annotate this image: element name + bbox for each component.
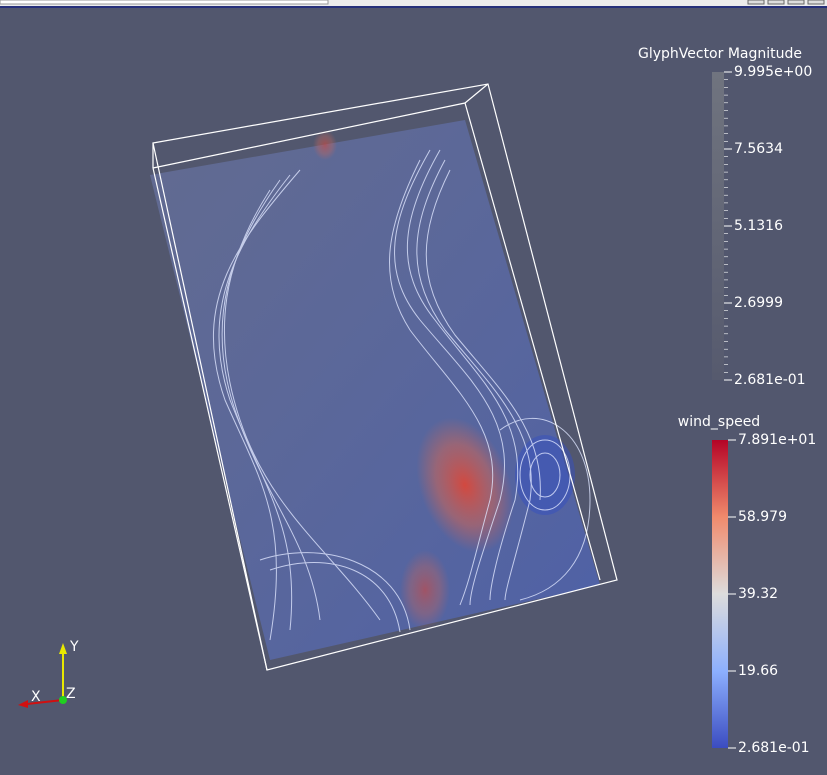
window-button[interactable] — [767, 0, 785, 5]
axis-label: X — [31, 689, 41, 705]
legend-title: GlyphVector Magnitude — [638, 46, 802, 62]
input-box[interactable] — [0, 0, 329, 5]
legend-label: 9.995e+00 — [734, 64, 812, 80]
legend-label: 39.32 — [738, 586, 778, 602]
axis-label: Y — [69, 639, 79, 655]
window-button[interactable] — [807, 0, 825, 5]
window-button[interactable] — [747, 0, 765, 5]
legend-label: 19.66 — [738, 663, 778, 679]
axis-label: Z — [66, 686, 76, 702]
legend-label: 7.5634 — [734, 141, 783, 157]
legend-title: wind_speed — [678, 414, 760, 430]
legend-label: 2.681e-01 — [734, 372, 806, 388]
legend-label: 5.1316 — [734, 218, 783, 234]
color-bar — [712, 440, 728, 748]
window-button[interactable] — [787, 0, 805, 5]
color-bar — [712, 72, 724, 380]
legend-label: 2.6999 — [734, 295, 783, 311]
legend-label: 7.891e+01 — [738, 432, 816, 448]
legend-label: 2.681e-01 — [738, 740, 810, 756]
dataset-render — [150, 83, 618, 671]
axes-triad: Y X Z — [18, 639, 79, 708]
legend-label: 58.979 — [738, 509, 787, 525]
toolbar-strip — [0, 0, 827, 7]
